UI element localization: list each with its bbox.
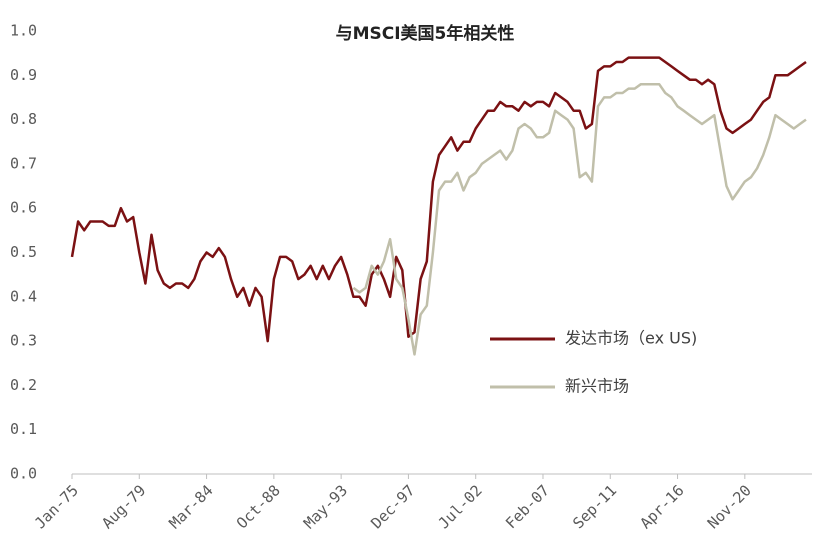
y-tick-label: 0.6	[10, 199, 37, 217]
x-tick-label: Jan-75	[31, 481, 82, 532]
y-tick-label: 0.4	[10, 287, 37, 305]
y-tick-label: 0.9	[10, 66, 37, 84]
x-tick-label: Oct-88	[233, 481, 284, 532]
x-tick-label: Dec-97	[367, 481, 418, 532]
y-tick-label: 0.8	[10, 110, 37, 128]
x-tick-label: Jul-02	[435, 481, 486, 532]
legend-label: 新兴市场	[565, 377, 629, 396]
y-tick-label: 0.5	[10, 243, 37, 261]
y-tick-label: 0.3	[10, 332, 37, 350]
y-tick-label: 0.0	[10, 465, 37, 483]
series-line	[70, 56, 807, 343]
legend-label: 发达市场（ex US)	[565, 329, 697, 348]
x-tick-label: May-93	[300, 481, 351, 532]
y-tick-label: 0.1	[10, 420, 37, 438]
y-tick-label: 0.7	[10, 154, 37, 172]
x-tick-label: Apr-16	[637, 481, 688, 532]
x-tick-label: Mar-84	[166, 481, 217, 532]
y-tick-label: 0.2	[10, 376, 37, 394]
x-tick-label: Sep-11	[569, 481, 620, 532]
x-tick-label: Nov-20	[704, 481, 755, 532]
series-line	[352, 82, 807, 356]
y-tick-label: 1.0	[10, 22, 37, 40]
x-tick-label: Feb-07	[502, 481, 553, 532]
x-tick-label: Aug-79	[98, 481, 149, 532]
chart-title: 与MSCI美国5年相关性	[336, 23, 515, 44]
